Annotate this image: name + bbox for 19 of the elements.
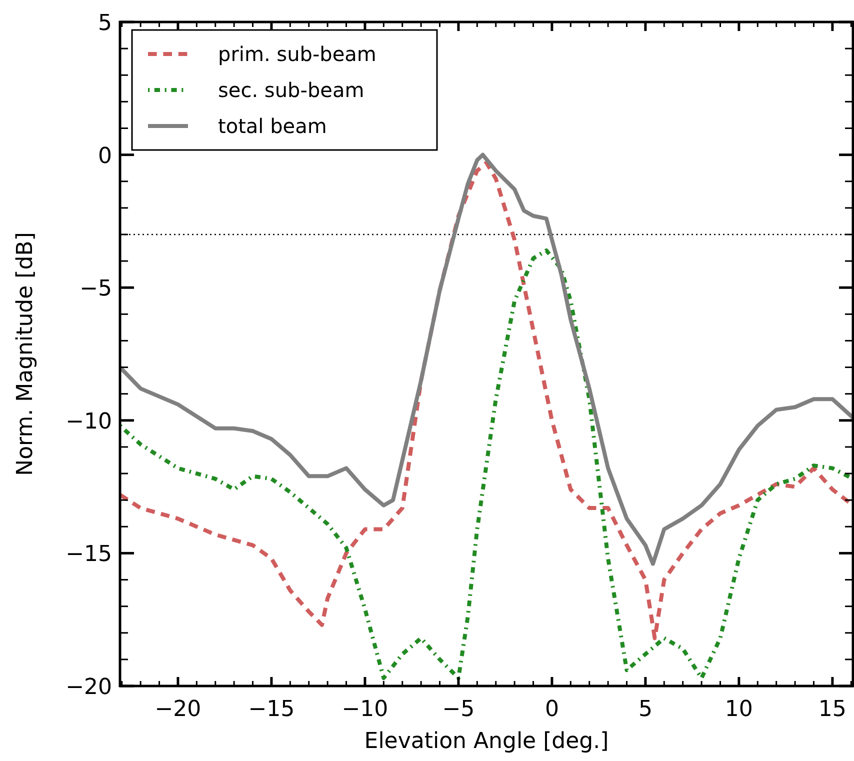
y-tick-label: −10 — [66, 409, 112, 434]
x-tick-label: 15 — [818, 697, 846, 722]
y-tick-label: 0 — [98, 144, 112, 169]
x-tick-label: 10 — [724, 697, 753, 722]
x-tick-label: −15 — [248, 697, 295, 722]
x-tick-label: −20 — [154, 697, 202, 722]
x-tick-label: −10 — [342, 697, 388, 722]
x-axis-title: Elevation Angle [deg.] — [364, 729, 609, 754]
legend-label: prim. sub-beam — [218, 42, 376, 66]
x-tick-label: 5 — [638, 697, 652, 722]
y-tick-label: −5 — [80, 276, 112, 302]
x-tick-label: 0 — [544, 697, 559, 722]
y-axis-title: Norm. Magnitude [dB] — [13, 232, 38, 476]
y-tick-label: −15 — [66, 542, 112, 568]
x-tick-label: −5 — [442, 697, 475, 722]
legend-label: total beam — [218, 114, 327, 138]
legend-label: sec. sub-beam — [218, 78, 364, 102]
y-tick-label: 5 — [98, 11, 112, 36]
y-tick-label: −20 — [66, 675, 112, 700]
